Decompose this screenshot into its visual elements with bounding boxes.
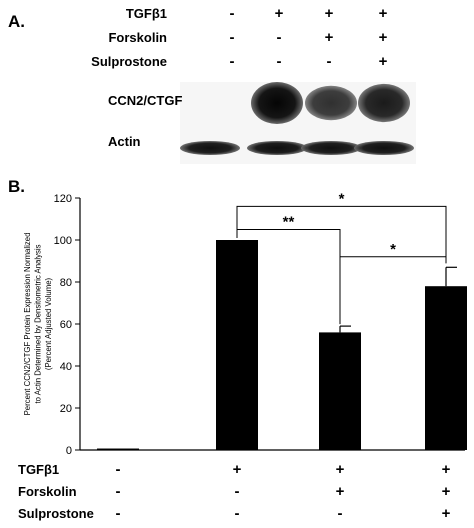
y-tick-label-120: 120 bbox=[54, 193, 72, 205]
panel-b-tgf-1-sign-3: + bbox=[336, 461, 345, 478]
panel-b-forskolin-sign-1: - bbox=[116, 483, 121, 500]
bar-4 bbox=[425, 286, 467, 450]
panel-b-sulprostone-sign-2: - bbox=[235, 505, 240, 522]
panel-a-tgf-1-sign-4: + bbox=[379, 5, 388, 22]
panel-a-forskolin-sign-2: - bbox=[277, 29, 282, 46]
bar-2 bbox=[216, 240, 258, 450]
blot-band-ccn2-ctgf-lane-4 bbox=[358, 83, 410, 123]
y-tick-label-60: 60 bbox=[60, 319, 72, 331]
bar-3 bbox=[319, 332, 361, 450]
significance-bracket-3 bbox=[236, 205, 447, 264]
panel-a-sulprostone-sign-1: - bbox=[230, 53, 235, 70]
y-axis-label: Percent CCN2/CTGF Protein Expression Nor… bbox=[23, 233, 53, 416]
significance-label-2: * bbox=[390, 241, 396, 258]
panel-b-condition-forskolin-label: Forskolin bbox=[18, 484, 77, 499]
panel-a-sulprostone-sign-4: + bbox=[379, 53, 388, 70]
blot-label-actin: Actin bbox=[108, 134, 141, 149]
panel-b-sulprostone-sign-4: + bbox=[442, 505, 451, 522]
panel-b-condition-sulprostone-label: Sulprostone bbox=[18, 506, 94, 521]
y-tick-label-100: 100 bbox=[54, 235, 72, 247]
panel-a-sulprostone-sign-2: - bbox=[277, 53, 282, 70]
blot-band-actin-lane-4 bbox=[354, 141, 414, 155]
significance-label-1: ** bbox=[283, 214, 295, 231]
blot-label-ccn2-ctgf: CCN2/CTGF bbox=[108, 93, 182, 108]
panel-a-condition-sulprostone-label: Sulprostone bbox=[91, 54, 167, 69]
panel-b-tgf-1-sign-1: - bbox=[116, 461, 121, 478]
blot-band-actin-lane-2 bbox=[247, 141, 307, 155]
panel-a-forskolin-sign-4: + bbox=[379, 29, 388, 46]
panel-a-condition-forskolin-label: Forskolin bbox=[108, 30, 167, 45]
panel-b-condition-tgf-1-label: TGFβ1 bbox=[18, 462, 59, 477]
blot-band-ccn2-ctgf-lane-2 bbox=[251, 82, 303, 124]
blot-band-actin-lane-1 bbox=[180, 141, 240, 155]
significance-label-3: * bbox=[339, 190, 345, 207]
panel-b-label: B. bbox=[8, 177, 25, 196]
panel-a-label: A. bbox=[8, 12, 25, 31]
blot-band-actin-lane-3 bbox=[301, 141, 361, 155]
panel-a-forskolin-sign-3: + bbox=[325, 29, 334, 46]
panel-a-sulprostone-sign-3: - bbox=[327, 53, 332, 70]
panel-a-tgf-1-sign-1: - bbox=[230, 5, 235, 22]
panel-a-tgf-1-sign-3: + bbox=[325, 5, 334, 22]
y-tick-label-0: 0 bbox=[66, 445, 72, 457]
bar-chart: 0 20 40 60 80 100 120 Percent CCN2/CTGF Protein… bbox=[23, 190, 467, 457]
panel-a-conditions: TGFβ1 - + + + Forskolin - - + + Sulprostone - - - + bbox=[91, 5, 387, 70]
panel-b-forskolin-sign-3: + bbox=[336, 483, 345, 500]
y-tick-label-80: 80 bbox=[60, 277, 72, 289]
y-tick-label-20: 20 bbox=[60, 403, 72, 415]
panel-a-forskolin-sign-1: - bbox=[230, 29, 235, 46]
bar-1 bbox=[97, 448, 139, 450]
panel-b-conditions: TGFβ1 - + + + Forskolin - - + + Sulprostone - - - + bbox=[18, 461, 451, 522]
panel-a-condition-tgf-1-label: TGFβ1 bbox=[126, 6, 167, 21]
panel-b-tgf-1-sign-4: + bbox=[442, 461, 451, 478]
panel-b-sulprostone-sign-1: - bbox=[116, 505, 121, 522]
panel-b-tgf-1-sign-2: + bbox=[233, 461, 242, 478]
panel-b-forskolin-sign-4: + bbox=[442, 483, 451, 500]
blot-band-ccn2-ctgf-lane-3 bbox=[305, 85, 357, 121]
panel-a-tgf-1-sign-2: + bbox=[275, 5, 284, 22]
panel-b-sulprostone-sign-3: - bbox=[338, 505, 343, 522]
panel-b-forskolin-sign-2: - bbox=[235, 483, 240, 500]
western-blot: CCN2/CTGF Actin bbox=[108, 82, 416, 164]
y-tick-label-40: 40 bbox=[60, 361, 72, 373]
